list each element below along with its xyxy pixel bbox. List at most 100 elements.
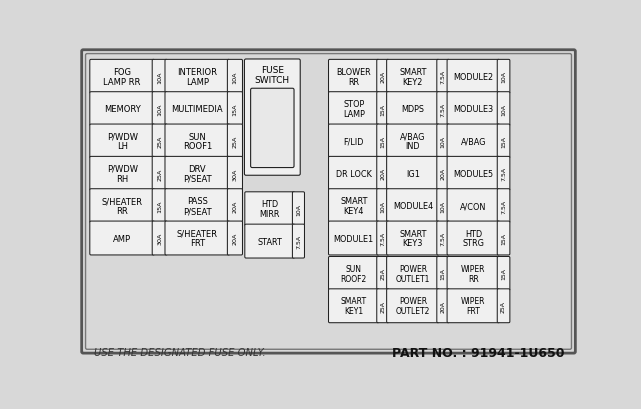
FancyBboxPatch shape: [152, 125, 167, 159]
Text: 30A: 30A: [233, 168, 237, 180]
FancyBboxPatch shape: [387, 92, 439, 126]
FancyBboxPatch shape: [152, 60, 167, 94]
Text: MODULE1: MODULE1: [334, 234, 374, 243]
FancyBboxPatch shape: [329, 289, 379, 323]
Text: A/CON: A/CON: [460, 202, 487, 211]
Text: 10A: 10A: [380, 200, 385, 212]
FancyBboxPatch shape: [228, 189, 242, 223]
Text: MDPS: MDPS: [401, 105, 424, 114]
Text: MULTIMEDIA: MULTIMEDIA: [172, 105, 223, 114]
Text: MODULE2: MODULE2: [453, 73, 494, 82]
Text: 20A: 20A: [380, 71, 385, 83]
Text: WIPER
RR: WIPER RR: [461, 265, 486, 283]
FancyBboxPatch shape: [329, 92, 379, 126]
FancyBboxPatch shape: [447, 257, 499, 291]
Text: 10A: 10A: [296, 203, 301, 215]
Text: 15A: 15A: [501, 268, 506, 280]
Text: SUN
ROOF1: SUN ROOF1: [183, 132, 212, 151]
FancyBboxPatch shape: [90, 222, 154, 255]
FancyBboxPatch shape: [497, 157, 510, 191]
Text: S/HEATER
RR: S/HEATER RR: [102, 197, 143, 216]
Text: 15A: 15A: [380, 103, 385, 115]
FancyBboxPatch shape: [90, 157, 154, 191]
FancyBboxPatch shape: [329, 257, 379, 291]
Text: 7.5A: 7.5A: [440, 102, 445, 117]
Text: 15A: 15A: [501, 136, 506, 148]
Text: FUSE
SWITCH: FUSE SWITCH: [254, 65, 290, 85]
Text: 7.5A: 7.5A: [440, 70, 445, 84]
FancyBboxPatch shape: [329, 157, 379, 191]
FancyBboxPatch shape: [447, 60, 499, 94]
Text: A/BAG
IND: A/BAG IND: [400, 132, 426, 151]
Text: 10A: 10A: [501, 103, 506, 115]
Text: MEMORY: MEMORY: [104, 105, 140, 114]
Text: HTD
MIRR: HTD MIRR: [260, 200, 280, 218]
FancyBboxPatch shape: [165, 60, 229, 94]
FancyBboxPatch shape: [165, 189, 229, 223]
FancyBboxPatch shape: [152, 222, 167, 255]
FancyBboxPatch shape: [81, 51, 576, 353]
FancyBboxPatch shape: [244, 60, 300, 176]
FancyBboxPatch shape: [292, 192, 304, 226]
Text: 25A: 25A: [157, 135, 162, 148]
Text: 10A: 10A: [440, 200, 445, 212]
FancyBboxPatch shape: [497, 92, 510, 126]
Text: P/WDW
RH: P/WDW RH: [106, 164, 138, 183]
FancyBboxPatch shape: [437, 92, 449, 126]
FancyBboxPatch shape: [377, 257, 389, 291]
FancyBboxPatch shape: [437, 257, 449, 291]
FancyBboxPatch shape: [377, 157, 389, 191]
Text: USE THE DESIGNATED FUSE ONLY.: USE THE DESIGNATED FUSE ONLY.: [94, 348, 266, 357]
Text: 7.5A: 7.5A: [380, 231, 385, 245]
FancyBboxPatch shape: [437, 222, 449, 255]
Text: HTD
STRG: HTD STRG: [462, 229, 485, 248]
Text: SUN
ROOF2: SUN ROOF2: [340, 265, 367, 283]
FancyBboxPatch shape: [437, 289, 449, 323]
Text: S/HEATER
FRT: S/HEATER FRT: [177, 229, 218, 248]
Text: BLOWER
RR: BLOWER RR: [337, 68, 371, 86]
FancyBboxPatch shape: [165, 157, 229, 191]
Text: POWER
OUTLET1: POWER OUTLET1: [395, 265, 430, 283]
Text: PASS
P/SEAT: PASS P/SEAT: [183, 197, 212, 216]
FancyBboxPatch shape: [387, 60, 439, 94]
Text: 10A: 10A: [233, 71, 237, 83]
FancyBboxPatch shape: [228, 157, 242, 191]
Text: 20A: 20A: [380, 168, 385, 180]
Text: PART NO. : 91941-1U650: PART NO. : 91941-1U650: [392, 346, 565, 359]
Text: 7.5A: 7.5A: [501, 199, 506, 213]
FancyBboxPatch shape: [228, 92, 242, 126]
FancyBboxPatch shape: [387, 222, 439, 255]
Text: MODULE3: MODULE3: [453, 105, 494, 114]
Text: 25A: 25A: [157, 168, 162, 180]
FancyBboxPatch shape: [497, 222, 510, 255]
FancyBboxPatch shape: [90, 125, 154, 159]
FancyBboxPatch shape: [437, 60, 449, 94]
FancyBboxPatch shape: [497, 60, 510, 94]
FancyBboxPatch shape: [387, 125, 439, 159]
Text: 15A: 15A: [440, 268, 445, 280]
Text: 25A: 25A: [233, 135, 237, 148]
FancyBboxPatch shape: [377, 189, 389, 223]
FancyBboxPatch shape: [329, 222, 379, 255]
Text: 25A: 25A: [380, 268, 385, 280]
FancyBboxPatch shape: [85, 54, 572, 349]
FancyBboxPatch shape: [387, 157, 439, 191]
Text: 15A: 15A: [380, 136, 385, 148]
FancyBboxPatch shape: [377, 60, 389, 94]
FancyBboxPatch shape: [497, 289, 510, 323]
FancyBboxPatch shape: [437, 125, 449, 159]
Text: 25A: 25A: [501, 300, 506, 312]
FancyBboxPatch shape: [447, 92, 499, 126]
FancyBboxPatch shape: [228, 222, 242, 255]
FancyBboxPatch shape: [228, 60, 242, 94]
Text: STOP
LAMP: STOP LAMP: [343, 100, 365, 119]
Text: SMART
KEY2: SMART KEY2: [399, 68, 427, 86]
FancyBboxPatch shape: [152, 157, 167, 191]
Text: FOG
LAMP RR: FOG LAMP RR: [103, 68, 141, 86]
FancyBboxPatch shape: [245, 192, 295, 226]
Text: AMP: AMP: [113, 234, 131, 243]
FancyBboxPatch shape: [447, 157, 499, 191]
FancyBboxPatch shape: [90, 189, 154, 223]
FancyBboxPatch shape: [165, 125, 229, 159]
FancyBboxPatch shape: [387, 289, 439, 323]
